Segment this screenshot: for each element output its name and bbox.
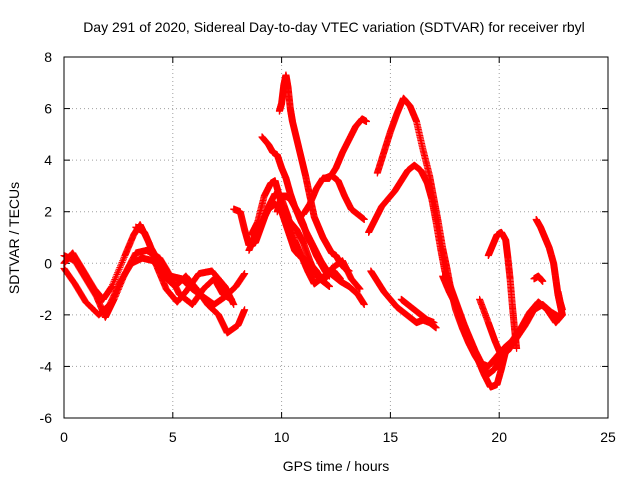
series-track-16 — [397, 295, 438, 327]
data-point — [109, 281, 117, 289]
data-point — [513, 344, 521, 352]
series-track-12 — [321, 172, 368, 223]
y-tick-label: -2 — [40, 307, 53, 323]
y-tick-label: 4 — [44, 152, 52, 168]
series-track-7 — [245, 200, 333, 290]
data-point — [111, 276, 119, 284]
data-point — [360, 301, 368, 309]
series-track-20 — [530, 272, 547, 285]
y-tick-label: 8 — [44, 49, 52, 65]
data-point — [430, 319, 438, 327]
data-point — [111, 274, 119, 282]
data-point — [119, 257, 127, 265]
data-point — [115, 265, 123, 273]
data-point — [118, 258, 126, 266]
data-point — [117, 260, 125, 268]
series-track-1 — [60, 221, 238, 309]
data-point — [112, 272, 120, 280]
x-tick-labels: 0 5 10 15 20 25 — [60, 429, 616, 445]
series-track-9 — [273, 192, 333, 280]
data-point — [119, 255, 127, 263]
data-point — [113, 270, 121, 278]
data-point — [325, 272, 333, 280]
data-point — [356, 285, 364, 293]
data-point — [241, 306, 249, 314]
series-track-14 — [365, 161, 510, 391]
y-tick-labels: -6 -4 -2 0 2 4 6 8 — [40, 49, 53, 426]
data-point — [114, 267, 122, 275]
x-tick-label: 25 — [600, 429, 616, 445]
y-tick-label: 6 — [44, 101, 52, 117]
data-point — [230, 301, 238, 309]
data-point — [116, 264, 124, 272]
x-tick-label: 0 — [60, 429, 68, 445]
data-points — [60, 71, 566, 391]
series-track-3 — [60, 254, 249, 337]
x-tick-label: 10 — [274, 429, 290, 445]
data-point — [432, 324, 440, 332]
series-track-19 — [484, 228, 521, 352]
chart-title: Day 291 of 2020, Sidereal Day-to-day VTE… — [83, 19, 585, 35]
x-tick-label: 20 — [491, 429, 507, 445]
y-tick-label: -6 — [40, 410, 53, 426]
data-point — [325, 282, 333, 290]
data-point — [108, 282, 116, 290]
data-point — [110, 277, 118, 285]
data-point — [241, 270, 249, 278]
y-tick-label: 0 — [44, 255, 52, 271]
series-track-4 — [132, 223, 249, 309]
data-point — [360, 215, 368, 223]
x-tick-label: 5 — [169, 429, 177, 445]
series-track-10 — [275, 71, 353, 275]
data-point — [114, 269, 122, 277]
data-point — [345, 267, 353, 275]
data-point — [109, 279, 117, 287]
data-point — [117, 262, 125, 270]
x-tick-label: 15 — [383, 429, 399, 445]
y-tick-label: 2 — [44, 204, 52, 220]
y-tick-label: -4 — [40, 358, 53, 374]
data-point — [228, 295, 236, 303]
data-point — [539, 277, 547, 285]
data-point — [362, 117, 370, 125]
series-track-11 — [299, 115, 370, 218]
